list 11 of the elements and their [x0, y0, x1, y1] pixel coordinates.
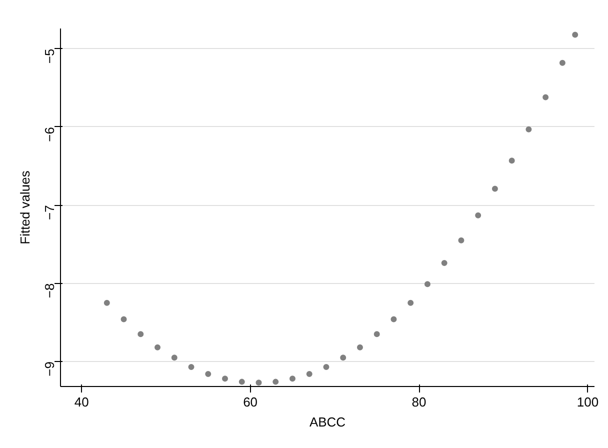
y-tick-label: −9 — [42, 361, 57, 376]
x-axis-title: ABCC — [309, 414, 346, 430]
y-tick-label: −6 — [42, 126, 57, 142]
x-tick-label: 80 — [412, 394, 426, 410]
y-tick-label: −5 — [42, 48, 57, 64]
x-tick-label: 60 — [243, 394, 258, 410]
y-tick-label: −8 — [42, 283, 57, 298]
y-tick-label: −7 — [42, 205, 57, 220]
y-axis-title: Fitted values — [18, 170, 32, 244]
x-tick-label: 40 — [74, 394, 89, 410]
x-tick-label: 100 — [576, 394, 599, 410]
